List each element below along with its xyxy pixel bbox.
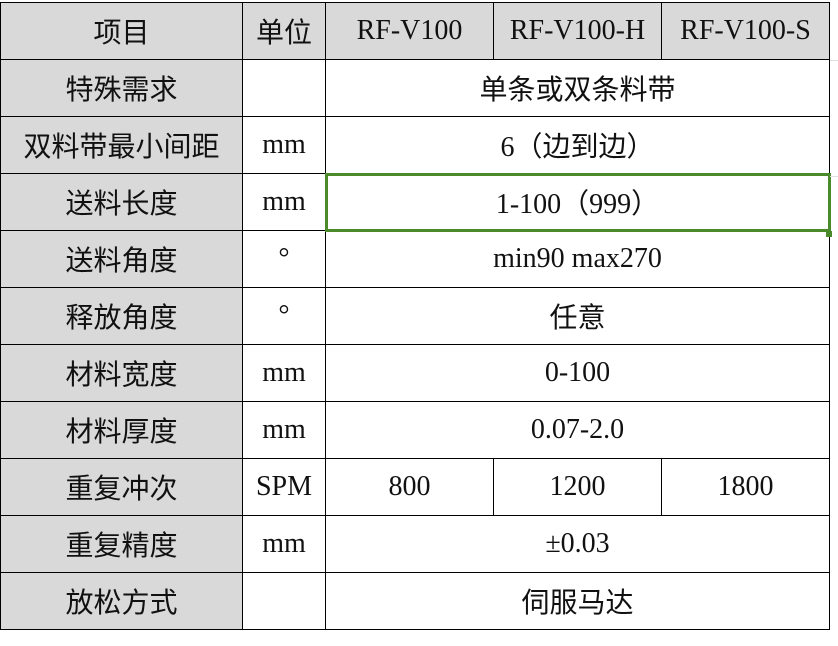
table-row: 送料角度 ° min90 max270 <box>0 230 830 288</box>
row-unit[interactable]: SPM <box>242 458 326 516</box>
row-value[interactable]: 任意 <box>325 287 830 345</box>
row-value[interactable]: 单条或双条料带 <box>325 59 830 117</box>
row-item[interactable]: 释放角度 <box>0 287 243 345</box>
row-item[interactable]: 送料角度 <box>0 230 243 288</box>
row-item[interactable]: 重复精度 <box>0 515 243 573</box>
row-item[interactable]: 重复冲次 <box>0 458 243 516</box>
row-value[interactable]: 0.07-2.0 <box>325 401 830 459</box>
row-unit[interactable] <box>242 59 326 117</box>
table-row: 材料宽度 mm 0-100 <box>0 344 830 402</box>
table-row: 放松方式 伺服马达 <box>0 572 830 630</box>
header-row: 项目 单位 RF-V100 RF-V100-H RF-V100-S <box>0 2 830 60</box>
row-value[interactable]: 伺服马达 <box>325 572 830 630</box>
row-unit[interactable]: mm <box>242 401 326 459</box>
row-unit[interactable]: ° <box>242 287 326 345</box>
row-value[interactable]: min90 max270 <box>325 230 830 288</box>
row-value-rf-v100-s[interactable]: 1800 <box>661 458 830 516</box>
row-value-rf-v100-h[interactable]: 1200 <box>493 458 662 516</box>
gridline <box>830 60 838 61</box>
table-row: 送料长度 mm 1-100（999） <box>0 172 831 232</box>
fill-handle[interactable] <box>826 231 832 237</box>
header-rf-v100-s[interactable]: RF-V100-S <box>661 2 830 60</box>
row-value[interactable]: 6（边到边） <box>325 116 830 174</box>
table-row: 释放角度 ° 任意 <box>0 287 830 345</box>
header-rf-v100[interactable]: RF-V100 <box>325 2 494 60</box>
row-item[interactable]: 材料厚度 <box>0 401 243 459</box>
gridline <box>830 176 838 177</box>
row-value[interactable]: 0-100 <box>325 344 830 402</box>
header-rf-v100-h[interactable]: RF-V100-H <box>493 2 662 60</box>
table-row: 特殊需求 单条或双条料带 <box>0 59 830 117</box>
row-item[interactable]: 送料长度 <box>0 173 243 231</box>
row-value[interactable]: ±0.03 <box>325 515 830 573</box>
row-unit[interactable] <box>242 572 326 630</box>
header-item[interactable]: 项目 <box>0 2 243 60</box>
row-unit[interactable]: mm <box>242 116 326 174</box>
table-row: 材料厚度 mm 0.07-2.0 <box>0 401 830 459</box>
table-row: 重复冲次 SPM 800 1200 1800 <box>0 458 830 516</box>
row-item[interactable]: 特殊需求 <box>0 59 243 117</box>
row-item[interactable]: 双料带最小间距 <box>0 116 243 174</box>
row-item[interactable]: 材料宽度 <box>0 344 243 402</box>
row-unit[interactable]: mm <box>242 344 326 402</box>
spec-table: 项目 单位 RF-V100 RF-V100-H RF-V100-S 特殊需求 单… <box>0 2 831 630</box>
row-unit[interactable]: mm <box>242 173 326 231</box>
row-item[interactable]: 放松方式 <box>0 572 243 630</box>
selected-cell[interactable]: 1-100（999） <box>324 172 831 232</box>
row-unit[interactable]: mm <box>242 515 326 573</box>
row-unit[interactable]: ° <box>242 230 326 288</box>
header-unit[interactable]: 单位 <box>242 2 326 60</box>
row-value-rf-v100[interactable]: 800 <box>325 458 494 516</box>
table-row: 重复精度 mm ±0.03 <box>0 515 830 573</box>
table-row: 双料带最小间距 mm 6（边到边） <box>0 116 830 174</box>
